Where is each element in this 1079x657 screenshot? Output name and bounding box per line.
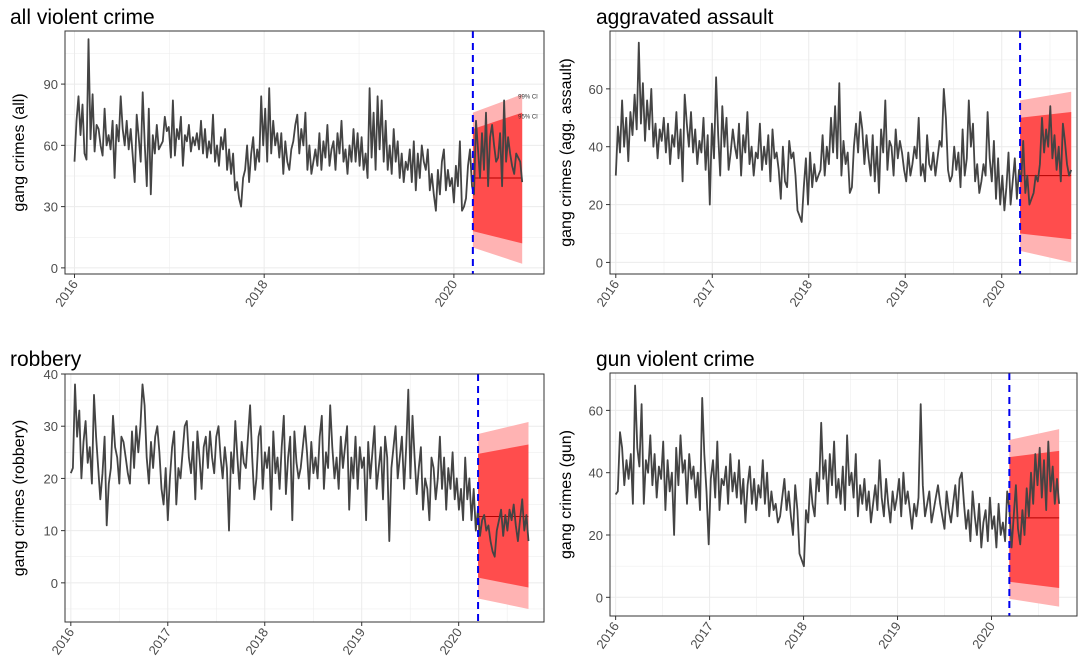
x-tick-label: 2018 (786, 277, 815, 309)
grid (65, 373, 544, 622)
ci-99-label: 99% CI (518, 94, 538, 100)
x-tick-label: 2017 (690, 277, 719, 309)
panel-all-violent-crime: all violent crime gang crimes (all) 99% CI… (0, 0, 545, 330)
y-tick-label: 60 (589, 82, 603, 97)
chart-all-violent-crime: all violent crime gang crimes (all) 99% CI… (10, 6, 545, 309)
series-line (69, 383, 530, 558)
x-tick-label: 2020 (979, 277, 1008, 309)
x-tick-label: 2020 (969, 619, 998, 651)
series-line (614, 384, 1060, 568)
y-tick-label: 90 (44, 77, 58, 92)
y-tick-label: 0 (51, 261, 58, 276)
plot-border (64, 373, 545, 623)
chart-title-all-violent-crime: all violent crime (10, 6, 155, 29)
y-tick-label: 60 (44, 138, 58, 153)
y-tick-label: 20 (589, 528, 603, 543)
x-tick-label: 2020 (436, 625, 465, 657)
x-tick-label: 2018 (242, 277, 271, 309)
panel-gun-violent-crime: gun violent crime gang crimes (gun) 0 20 40 6… (545, 330, 1079, 657)
y-axis-label: gang crimes (robbery) (11, 420, 28, 577)
chart-title-gun-violent-crime: gun violent crime (596, 348, 755, 371)
panel-aggravated-assault: aggravated assault gang crimes (agg. assa… (545, 0, 1079, 330)
panel-robbery: robbery gang crimes (robbery) 0 10 20 30 40 201… (0, 330, 545, 657)
x-tick-label: 2019 (339, 625, 368, 657)
ci-95-ribbon (478, 444, 529, 588)
y-tick-label: 0 (596, 590, 603, 605)
y-tick-label: 20 (44, 471, 58, 486)
series-line (614, 41, 1073, 223)
chart-robbery: robbery gang crimes (robbery) 0 10 20 30 40 201… (10, 348, 545, 657)
x-tick-label: 2017 (145, 625, 174, 657)
plot-border (609, 30, 1078, 275)
chart-title-robbery: robbery (10, 348, 82, 371)
y-tick-label: 40 (44, 367, 58, 382)
x-tick-label: 2018 (242, 625, 271, 657)
chart-gun-violent-crime: gun violent crime gang crimes (gun) 0 20 40 6… (558, 348, 1078, 651)
y-tick-label: 30 (44, 419, 58, 434)
x-tick-label: 2016 (48, 625, 77, 657)
x-tick-label: 2018 (781, 619, 810, 651)
y-tick-label: 60 (589, 403, 603, 418)
x-tick-label: 2017 (687, 619, 716, 651)
y-tick-label: 0 (596, 255, 603, 270)
y-axis-label: gang crimes (agg. assault) (558, 58, 575, 247)
x-tick-label: 2019 (875, 619, 904, 651)
y-tick-label: 40 (589, 466, 603, 481)
x-tick-label: 2016 (52, 277, 81, 309)
y-tick-label: 10 (44, 524, 58, 539)
x-tick-label: 2016 (593, 277, 622, 309)
y-axis-label: gang crimes (gun) (558, 430, 575, 559)
series-line (73, 38, 524, 212)
y-tick-label: 0 (51, 576, 58, 591)
x-tick-label: 2020 (431, 277, 460, 309)
y-tick-label: 30 (44, 200, 58, 215)
x-tick-label: 2019 (883, 277, 912, 309)
plot-border (64, 30, 545, 275)
ci-95-label: 95% CI (518, 115, 538, 121)
y-tick-label: 20 (589, 198, 603, 213)
x-tick-label: 2016 (593, 619, 622, 651)
y-axis-label: gang crimes (all) (11, 93, 28, 211)
chart-aggravated-assault: aggravated assault gang crimes (agg. assa… (558, 6, 1078, 309)
y-tick-label: 40 (589, 140, 603, 155)
plot-border (609, 372, 1078, 617)
chart-title-aggravated-assault: aggravated assault (596, 6, 774, 29)
